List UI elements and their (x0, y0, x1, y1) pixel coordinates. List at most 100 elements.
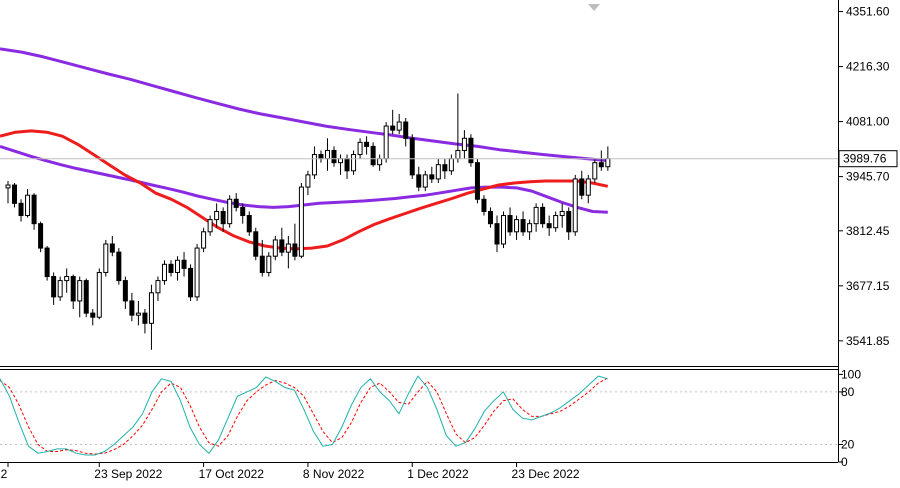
candle (598, 150, 604, 171)
candle (181, 252, 187, 277)
candle (514, 215, 520, 240)
candle-body (122, 280, 128, 302)
price-tick-label: 3677.15 (846, 279, 890, 293)
candle (546, 215, 552, 236)
candle (585, 174, 591, 204)
candle-body (207, 219, 213, 233)
candle (64, 268, 70, 293)
price-tick-label: 3541.85 (846, 334, 890, 348)
time-tick-label: 22 (0, 467, 8, 481)
chart-shift-marker-icon[interactable] (588, 4, 600, 11)
candle (370, 142, 376, 167)
candle (540, 203, 546, 228)
candle-body (227, 198, 233, 225)
candle-body (266, 255, 272, 273)
candle-body (25, 194, 31, 217)
candle-body (44, 247, 50, 278)
candle-body (220, 210, 226, 225)
candle (266, 252, 272, 277)
candle (57, 276, 63, 301)
candle (474, 158, 480, 204)
ma-slow-line (0, 47, 608, 163)
candle (259, 239, 265, 277)
candle (357, 138, 363, 159)
candle-body (403, 121, 409, 139)
candle (103, 239, 109, 277)
candle (25, 189, 31, 218)
candle (461, 130, 467, 159)
candle-body (605, 158, 611, 168)
candle (422, 170, 428, 192)
candle-body (527, 223, 533, 233)
candle-body (109, 243, 115, 253)
candle (96, 268, 102, 320)
candle (51, 272, 57, 305)
candle-body (422, 174, 428, 188)
candle-body (188, 267, 194, 298)
candle-body (559, 210, 565, 217)
candle (214, 203, 220, 228)
candle-body (5, 184, 11, 189)
candle (201, 227, 207, 253)
current-price-box (838, 150, 898, 168)
price-tick-label: 3945.70 (846, 170, 890, 184)
candle-body (279, 239, 285, 253)
candle-body (240, 206, 246, 217)
price-pane[interactable] (0, 47, 838, 350)
candle (487, 207, 493, 228)
candle (507, 207, 513, 236)
candle (481, 195, 487, 216)
candle-body (514, 219, 520, 233)
price-tick-label: 4216.30 (846, 60, 890, 74)
stochastic-tick-label: 20 (841, 437, 855, 451)
candle (311, 146, 317, 179)
candle-body (103, 243, 109, 273)
candle (351, 150, 357, 175)
candle-body (292, 243, 298, 257)
candle (148, 284, 154, 350)
candle-body (57, 280, 63, 298)
price-tick-label: 4081.00 (846, 115, 890, 129)
candle-body (31, 194, 37, 225)
candle-body (566, 210, 572, 233)
candle-body (442, 164, 448, 172)
candle-body (455, 149, 461, 160)
current-price-label: 3989.76 (843, 152, 887, 166)
candle-body (324, 149, 330, 160)
time-tick-label: 17 Oct 2022 (199, 467, 265, 481)
candle (175, 256, 181, 281)
candle-body (481, 198, 487, 212)
candle-body (318, 154, 324, 160)
candle-body (383, 125, 389, 160)
candle-body (305, 174, 311, 188)
candle (494, 215, 500, 253)
candle-body (461, 137, 467, 151)
stochastic-signal-line (0, 377, 609, 455)
candle (83, 278, 89, 318)
candle-body (546, 223, 552, 229)
stochastic-pane[interactable] (0, 375, 838, 456)
candle (168, 260, 174, 277)
candlesticks (5, 93, 611, 350)
stochastic-tick-label: 0 (841, 455, 848, 469)
candle (364, 136, 370, 155)
candle (70, 274, 76, 310)
current-price-tag: 3989.76 (838, 150, 898, 168)
candle-body (579, 178, 585, 196)
candle-body (364, 141, 370, 147)
candle-body (357, 141, 363, 156)
candle-body (142, 312, 148, 324)
candle (592, 158, 598, 183)
candle (533, 203, 539, 232)
candle-body (38, 223, 44, 249)
candle (442, 158, 448, 179)
candle (520, 211, 526, 236)
candle-body (494, 223, 500, 245)
candle (285, 235, 291, 269)
candle-body (18, 202, 24, 217)
candle-body (64, 276, 70, 282)
candle-body (298, 186, 304, 257)
candle-body (585, 178, 591, 196)
candle-body (285, 243, 291, 253)
